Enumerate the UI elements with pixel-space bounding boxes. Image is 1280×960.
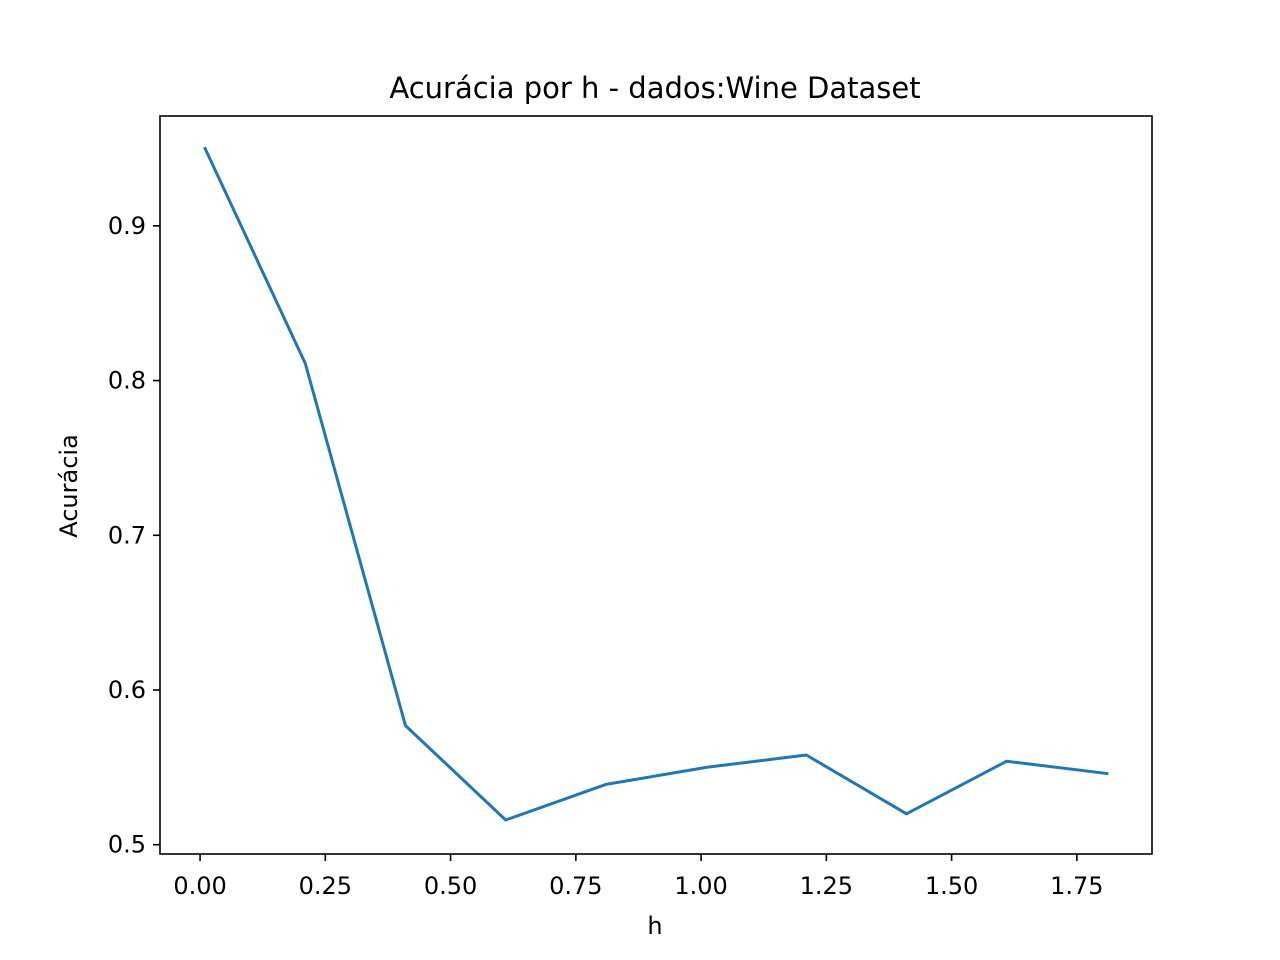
series-line	[203, 146, 1109, 822]
y-tick-label: 0.7	[108, 521, 146, 549]
chart-title: Acurácia por h - dados:Wine Dataset	[389, 71, 920, 105]
y-tick-label: 0.9	[108, 212, 146, 240]
x-axis-title: h	[647, 912, 662, 940]
x-tick-label: 1.00	[674, 872, 727, 900]
x-tick-label: 0.50	[424, 872, 477, 900]
plot-frame	[159, 115, 1153, 855]
x-tick-label: 1.50	[925, 872, 978, 900]
y-tick-label: 0.8	[108, 367, 146, 395]
plot-area	[203, 146, 1109, 822]
x-tick-label: 1.75	[1050, 872, 1103, 900]
y-tick-label: 0.5	[108, 831, 146, 859]
y-axis-title: Acurácia	[55, 434, 83, 538]
x-tick-label: 1.25	[800, 872, 853, 900]
x-tick-label: 0.00	[173, 872, 226, 900]
x-tick-label: 0.75	[549, 872, 602, 900]
x-axis-ticks: 0.00 0.25 0.50 0.75 1.00 1.25 1.50 1.75	[173, 854, 1104, 900]
y-tick-label: 0.6	[108, 676, 146, 704]
y-axis-ticks: 0.5 0.6 0.7 0.8 0.9	[108, 212, 160, 859]
x-tick-label: 0.25	[299, 872, 352, 900]
